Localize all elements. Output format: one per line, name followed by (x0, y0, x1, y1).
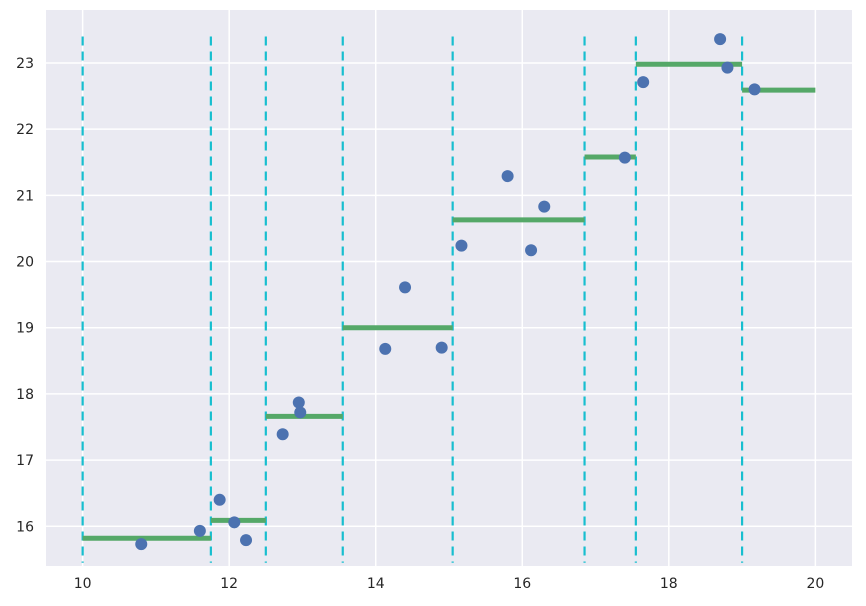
y-tick-label: 19 (16, 321, 34, 337)
data-point (379, 342, 392, 355)
y-tick-label: 23 (16, 56, 34, 72)
x-tick-label: 14 (367, 576, 385, 592)
y-tick-label: 22 (16, 122, 34, 138)
x-tick-labels: 10 12 14 16 18 20 (74, 576, 825, 592)
x-tick-label: 12 (220, 576, 238, 592)
data-point (399, 281, 412, 294)
scatter-points (135, 33, 761, 551)
data-point (455, 239, 468, 252)
data-point (276, 428, 289, 441)
y-tick-label: 20 (16, 255, 34, 271)
y-tick-label: 16 (16, 519, 34, 535)
y-tick-label: 17 (16, 453, 34, 469)
data-point (213, 493, 226, 506)
x-tick-label: 10 (74, 576, 92, 592)
y-tick-label: 18 (16, 387, 34, 403)
data-point (292, 396, 305, 409)
data-point (618, 151, 631, 164)
data-point (294, 406, 307, 419)
data-point (637, 76, 650, 89)
data-point (721, 61, 734, 74)
data-point (714, 33, 727, 46)
data-point (748, 83, 761, 96)
data-point (240, 534, 253, 547)
data-point (135, 538, 148, 551)
plot-background (46, 10, 852, 566)
x-tick-label: 18 (660, 576, 678, 592)
y-tick-label: 21 (16, 188, 34, 204)
y-tick-labels: 16 17 18 19 20 21 22 23 (16, 56, 34, 535)
boundary-lines (81, 36, 744, 563)
data-point (435, 341, 448, 354)
x-tick-label: 16 (513, 576, 531, 592)
data-point (538, 200, 551, 213)
data-point (193, 524, 206, 537)
data-point (525, 244, 538, 257)
data-point (501, 170, 514, 183)
data-point (228, 516, 241, 529)
x-tick-label: 20 (806, 576, 824, 592)
